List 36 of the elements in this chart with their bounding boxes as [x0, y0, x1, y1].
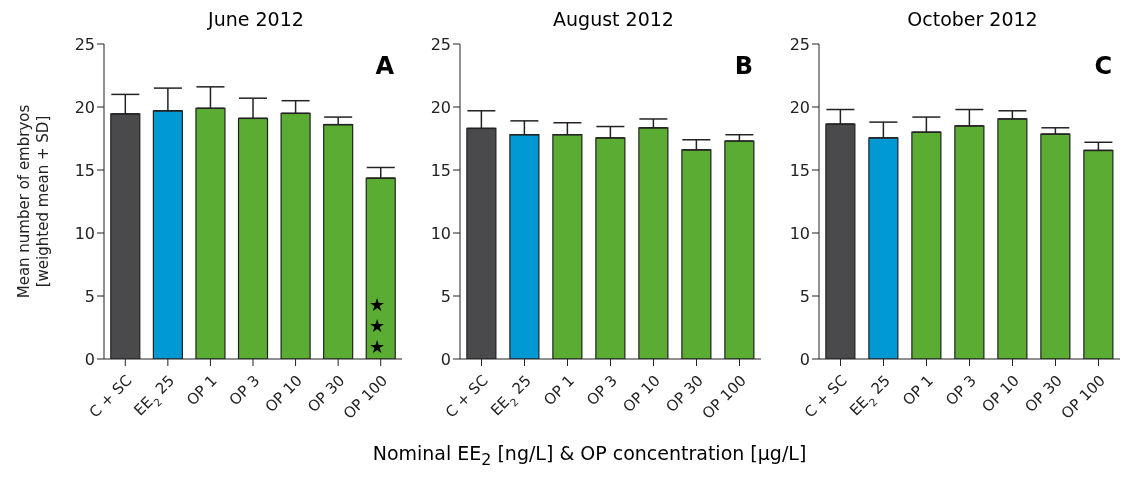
- y-tick-label: 15: [74, 160, 95, 180]
- x-tick-label: OP 1: [540, 371, 578, 410]
- y-tick-label: 0: [84, 349, 95, 369]
- x-tick-label: OP 10: [978, 371, 1023, 416]
- x-axis-title: Nominal EE$_{2}$ [ng/L] & OP concentration [µg/L]: [372, 442, 807, 469]
- y-tick-label: 25: [74, 34, 95, 54]
- y-tick-label: 10: [430, 223, 451, 243]
- y-tick-label: 20: [74, 97, 95, 117]
- y-tick-label: 25: [430, 34, 451, 54]
- y-tick-label: 15: [430, 160, 451, 180]
- y-tick-label: 0: [440, 349, 451, 369]
- x-tick-label: OP 10: [261, 371, 306, 416]
- x-tick-label: OP 3: [942, 371, 980, 410]
- annotation: ★★★: [367, 294, 387, 357]
- y-tick-label: 0: [799, 349, 810, 369]
- annotation: C: [1094, 52, 1112, 80]
- y-tick-label: 20: [789, 97, 810, 117]
- y-axis-title: Mean number of embryos [weighted mean + SD]: [15, 104, 52, 299]
- y-tick-label: 5: [799, 286, 810, 306]
- y-tick-label: 20: [430, 97, 451, 117]
- x-tick-label: OP 1: [183, 371, 221, 410]
- y-tick-label: 5: [440, 286, 451, 306]
- x-tick-label: OP 10: [619, 371, 664, 416]
- y-tick-label: 25: [789, 34, 810, 54]
- chart-title: October 2012: [907, 8, 1038, 30]
- x-tick-label: OP 3: [225, 371, 264, 410]
- y-tick-label: 10: [789, 223, 810, 243]
- annotation: A: [375, 52, 394, 80]
- x-tick-label: OP 1: [899, 371, 937, 410]
- chart-title: June 2012: [208, 8, 304, 30]
- y-tick-label: 5: [84, 286, 95, 306]
- y-tick-label: 10: [74, 223, 95, 243]
- y-tick-label: 15: [789, 160, 810, 180]
- chart-title: August 2012: [553, 8, 674, 30]
- annotation: B: [734, 52, 753, 80]
- x-tick-label: OP 3: [583, 371, 621, 410]
